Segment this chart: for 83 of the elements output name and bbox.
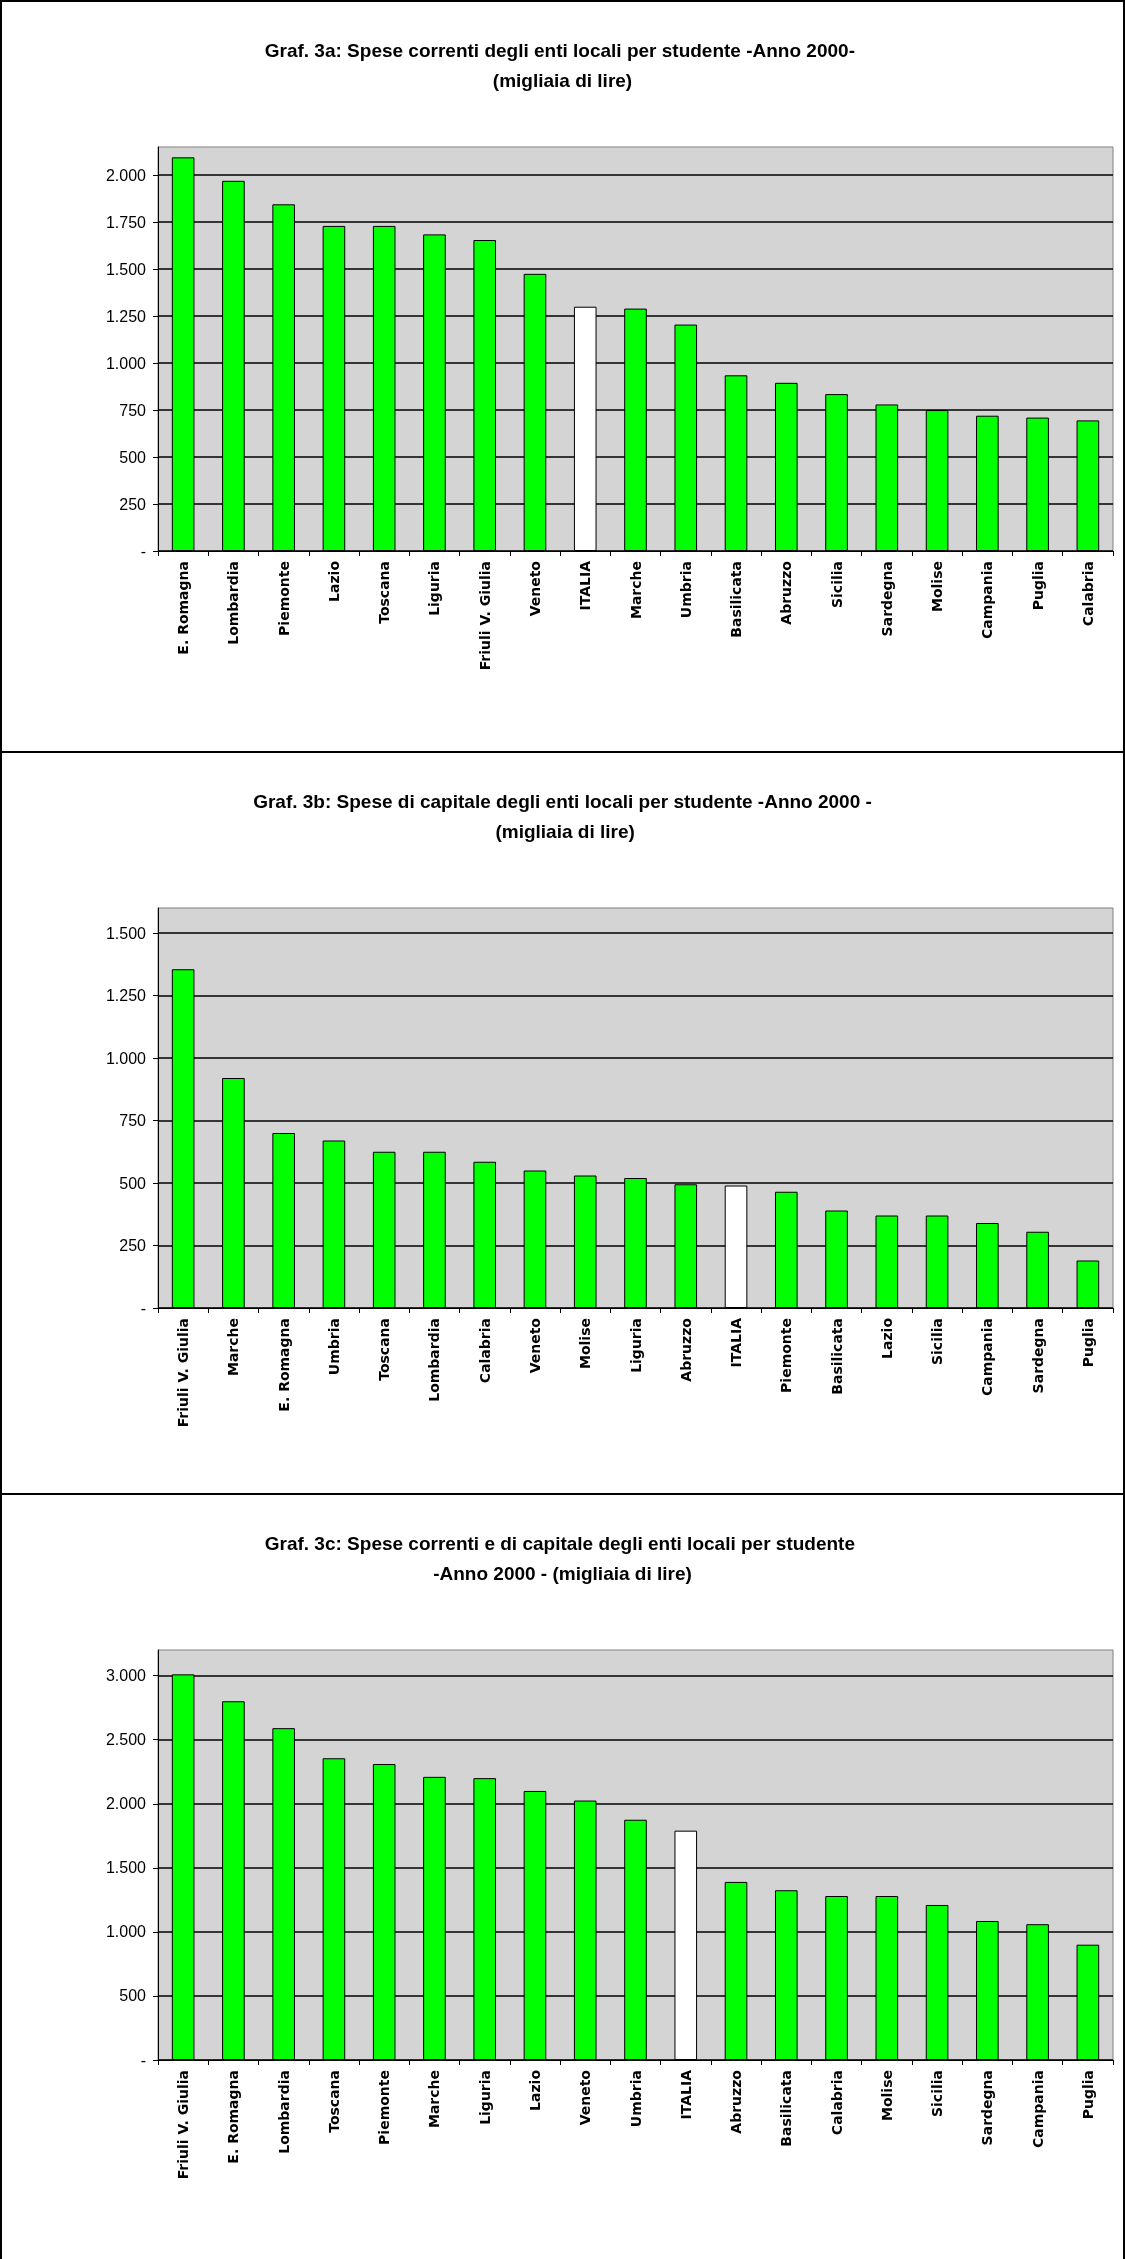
x-tick-label: ITALIA [728, 1317, 745, 1368]
x-tick-label: Liguria [476, 2070, 493, 2125]
y-tick-label: 1.000 [105, 1923, 147, 1941]
x-tick-label: Puglia [1029, 561, 1046, 611]
x-tick-label: Piemonte [778, 1318, 795, 1393]
x-tick-label: Veneto [526, 560, 543, 617]
x-tick-label: Friuli V. Giulia [175, 1318, 192, 1428]
x-tick-label: Lombardia [225, 561, 242, 645]
x-tick-label: Calabria [476, 1318, 493, 1384]
y-tick-label: 500 [119, 448, 147, 466]
chart-title: Graf. 3a: Spese correnti degli enti locali per studente -Anno 2000- (migliaia di lire) [264, 39, 861, 91]
chart-title: Graf. 3c: Spese correnti e di capitale degli enti locali per studente -Anno 2000 - (migliaia di lire) [264, 1532, 861, 1584]
y-tick-label: 2.000 [105, 166, 147, 184]
x-tick-label: Sicilia [929, 1318, 946, 1366]
x-tick-label: Basilicata [728, 561, 745, 638]
y-tick-label: 1.250 [105, 987, 147, 1004]
x-tick-label: Lazio [526, 2069, 543, 2111]
x-tick-label: E. Romagna [225, 2070, 242, 2164]
x-tick-label: Piemonte [275, 561, 292, 636]
x-tick-label: Marche [426, 2070, 443, 2129]
x-tick-label: Veneto [577, 2069, 594, 2126]
x-tick-label: Sardegna [878, 561, 895, 637]
x-tick-label: Abruzzo [728, 2069, 745, 2134]
x-tick-label: Puglia [1079, 2070, 1096, 2120]
y-tick-label: 1.750 [105, 213, 147, 231]
x-tick-label: Sardegna [1029, 1318, 1046, 1394]
chart-title: Graf. 3b: Spese di capitale degli enti locali per studente -Anno 2000 - (migliaia di lire) [253, 790, 872, 842]
y-tick-label: 250 [119, 1237, 147, 1254]
y-tick-label: 500 [119, 1987, 147, 2005]
x-tick-label: Abruzzo [677, 1317, 694, 1382]
x-tick-label: Lazio [325, 560, 342, 602]
y-tick-label: 750 [119, 401, 147, 419]
x-tick-label: Campania [979, 1318, 996, 1396]
x-tick-label: Lombardia [426, 1318, 443, 1402]
x-tick-label: Toscana [376, 1318, 393, 1381]
y-tick-label: 750 [119, 1112, 147, 1129]
y-tick-label: - [140, 542, 146, 560]
x-tick-label: ITALIA [577, 560, 594, 611]
x-tick-label: Umbria [627, 2070, 644, 2128]
x-tick-label: Sicilia [828, 561, 845, 609]
x-tick-label: Campania [1029, 2070, 1046, 2148]
x-tick-label: ITALIA [677, 2069, 694, 2120]
x-tick-label: Sicilia [929, 2070, 946, 2118]
x-tick-label: Basilicata [778, 2070, 795, 2147]
x-tick-label: E. Romagna [275, 1318, 292, 1412]
x-tick-label: Molise [878, 2070, 895, 2121]
x-tick-label: Lombardia [275, 2070, 292, 2154]
y-tick-label: 1.250 [105, 307, 147, 325]
x-tick-label: Piemonte [376, 2070, 393, 2145]
y-tick-label: 3.000 [105, 1667, 147, 1685]
y-tick-label: 500 [119, 1174, 147, 1192]
x-tick-label: Calabria [1079, 561, 1096, 627]
x-tick-label: Sardegna [979, 2070, 996, 2146]
x-tick-label: Toscana [325, 2070, 342, 2133]
y-tick-label: 1.000 [105, 1049, 147, 1067]
x-tick-label: Lazio [878, 1317, 895, 1359]
x-tick-label: Marche [627, 561, 644, 620]
x-tick-label: Calabria [828, 2070, 845, 2136]
x-tick-label: Umbria [677, 561, 694, 619]
x-tick-label: Marche [225, 1318, 242, 1377]
x-tick-label: Toscana [376, 561, 393, 624]
x-tick-label: E. Romagna [175, 561, 192, 655]
x-tick-label: Puglia [1079, 1318, 1096, 1368]
y-tick-label: 1.500 [105, 1859, 147, 1877]
y-tick-label: - [140, 2051, 146, 2069]
x-tick-label: Molise [929, 561, 946, 612]
x-tick-label: Campania [979, 561, 996, 639]
x-tick-label: Friuli V. Giulia [175, 2070, 192, 2180]
x-tick-label: Friuli V. Giulia [476, 561, 493, 671]
y-tick-label: 1.500 [105, 260, 147, 278]
x-tick-label: Liguria [627, 1318, 644, 1373]
y-tick-label: 250 [119, 495, 147, 513]
x-tick-label: Liguria [426, 561, 443, 616]
y-tick-label: 2.500 [105, 1731, 147, 1749]
x-tick-label: Basilicata [828, 1318, 845, 1395]
x-tick-label: Veneto [526, 1317, 543, 1374]
y-tick-label: 1.000 [105, 354, 147, 372]
x-tick-label: Abruzzo [778, 560, 795, 625]
x-tick-label: Molise [577, 1318, 594, 1369]
y-tick-label: - [140, 1299, 146, 1317]
x-tick-label: Umbria [325, 1318, 342, 1376]
y-tick-label: 2.000 [105, 1795, 147, 1813]
y-tick-label: 1.500 [105, 924, 147, 942]
